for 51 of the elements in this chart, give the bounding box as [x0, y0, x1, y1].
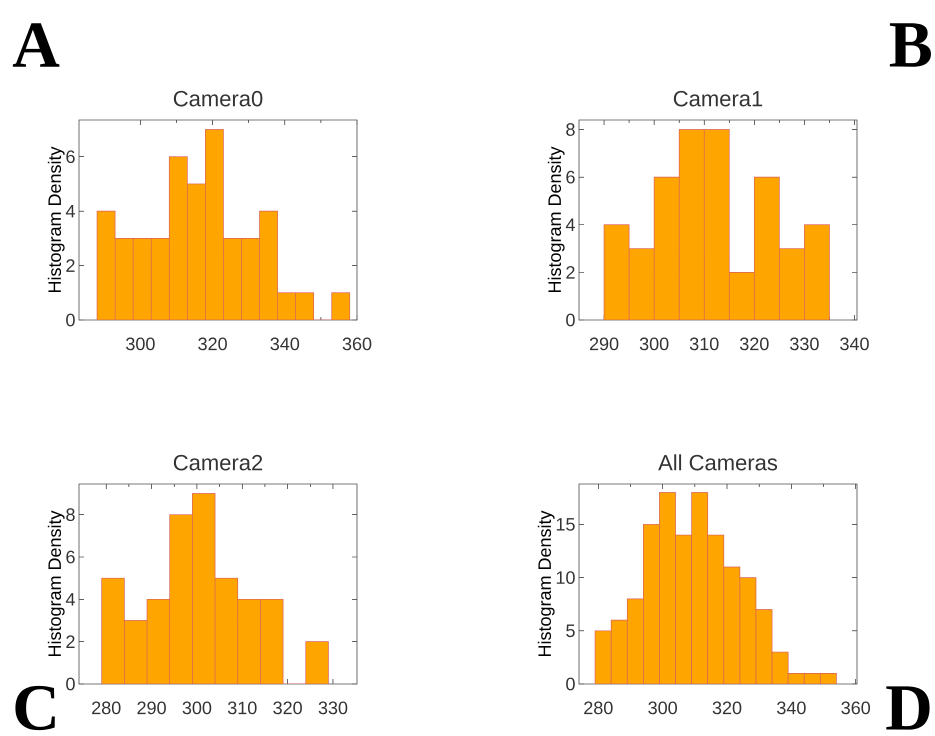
text: C: [15, 686, 55, 730]
chart-title: All Cameras: [658, 454, 778, 470]
x-tick-label: 280: [584, 702, 613, 714]
y-tick-label: 0: [566, 314, 575, 326]
y-axis-title: Histogram Density: [548, 146, 565, 292]
y-tick-label: 0: [66, 314, 75, 326]
x-tick-label: 310: [228, 702, 257, 714]
y-tick-label: 2: [566, 266, 575, 279]
y-tick-label: 2: [66, 635, 75, 648]
x-tick-label: 320: [712, 702, 742, 714]
x-tick-label: 280: [92, 702, 121, 714]
x-tick-label: 360: [342, 338, 372, 350]
x-tick-label: 330: [790, 338, 819, 350]
x-tick-label: 300: [648, 702, 677, 714]
y-tick-label: 10: [556, 571, 575, 584]
x-tick-label: 300: [640, 338, 668, 350]
y-axis-title: Histogram Density: [48, 146, 65, 292]
y-tick-label: 8: [566, 123, 575, 136]
y-axis-title: Histogram Density: [48, 510, 65, 656]
x-tick-label: 300: [182, 702, 212, 714]
chart-title: Camera0: [174, 90, 262, 106]
y-tick-label: 2: [66, 259, 75, 272]
x-tick-label: 320: [273, 702, 302, 714]
x-tick-label: 340: [777, 702, 806, 714]
x-tick-label: 290: [590, 338, 618, 350]
x-tick-label: 320: [198, 338, 227, 350]
y-tick-label: 8: [66, 508, 75, 522]
text: D: [886, 686, 930, 730]
x-tick-label: 330: [318, 702, 348, 714]
y-tick-label: 5: [566, 624, 575, 638]
text: A: [12, 23, 60, 67]
y-tick-label: 15: [556, 518, 575, 531]
x-tick-label: 360: [841, 702, 870, 714]
y-tick-label: 4: [566, 218, 575, 231]
y-tick-label: 6: [566, 170, 575, 184]
chart-title: Camera2: [174, 454, 262, 470]
y-tick-label: 4: [66, 204, 75, 218]
y-tick-label: 4: [66, 593, 75, 606]
text: B: [890, 23, 931, 67]
x-tick-label: 300: [126, 338, 155, 350]
x-tick-label: 340: [270, 338, 300, 350]
x-tick-label: 320: [740, 338, 769, 350]
chart-title: Camera1: [674, 90, 762, 106]
y-tick-label: 0: [66, 678, 75, 690]
x-tick-label: 340: [840, 338, 869, 350]
y-tick-label: 6: [66, 550, 75, 564]
y-tick-label: 0: [566, 678, 575, 690]
x-tick-label: 310: [690, 338, 719, 350]
x-tick-label: 290: [137, 702, 166, 714]
y-axis-title: Histogram Density: [538, 510, 555, 656]
y-tick-label: 6: [66, 150, 75, 164]
